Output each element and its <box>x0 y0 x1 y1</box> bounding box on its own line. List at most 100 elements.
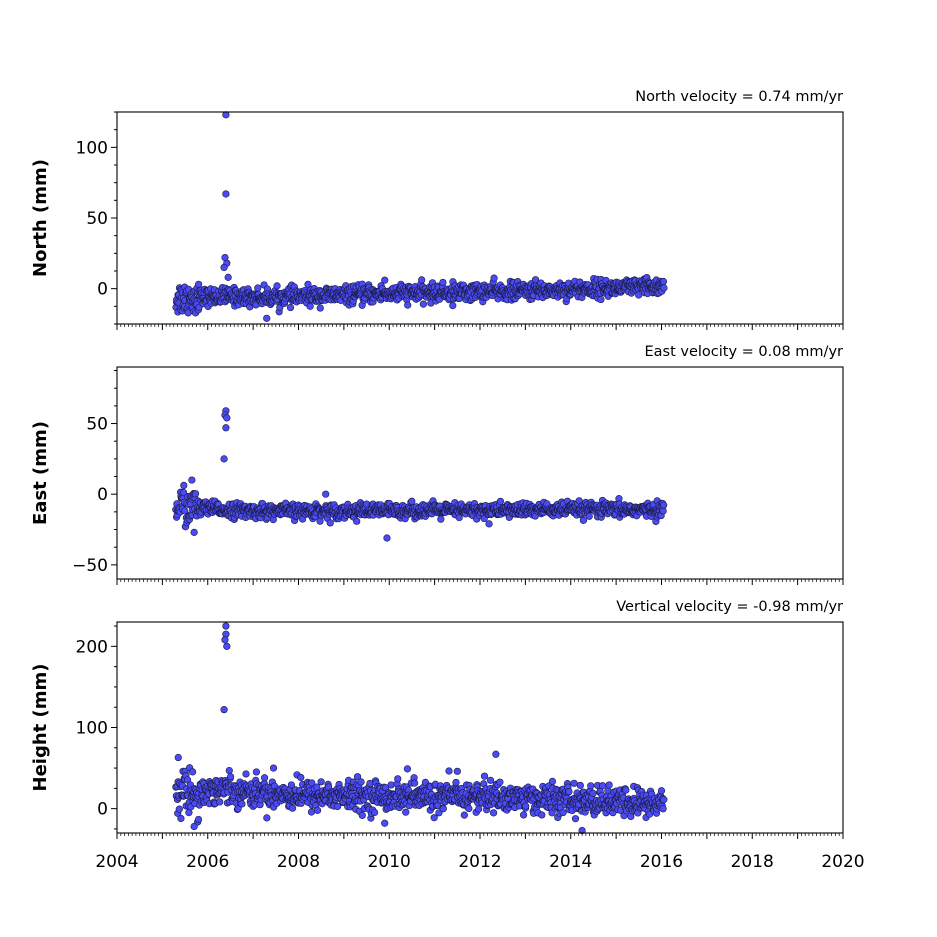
height-point <box>496 778 504 786</box>
height-outlier-point <box>492 750 500 758</box>
height-point <box>565 787 573 796</box>
east-outlier-point <box>220 455 228 463</box>
height-point <box>189 768 197 776</box>
height-point <box>589 789 597 797</box>
height-xtick-label: 2010 <box>368 852 411 872</box>
east-ylabel: East (mm) <box>30 421 51 525</box>
north-point <box>418 276 426 284</box>
height-point <box>465 804 473 813</box>
height-point <box>358 811 366 819</box>
height-xtick-label: 2004 <box>95 852 138 872</box>
height-point <box>411 779 419 787</box>
height-point <box>307 808 316 816</box>
height-outlier-point <box>403 765 412 773</box>
north-point <box>490 274 498 282</box>
north-point <box>439 278 447 287</box>
height-xtick-label: 2006 <box>186 852 229 872</box>
north-ytick-label: 100 <box>76 138 108 158</box>
north-point <box>419 300 427 308</box>
height-outlier-point <box>222 622 230 630</box>
height-ylabel: Height (mm) <box>30 664 51 792</box>
height-point <box>660 796 668 804</box>
east-outlier-point <box>383 534 391 542</box>
height-point <box>260 774 269 782</box>
east-point <box>353 517 361 525</box>
north-point <box>304 280 312 288</box>
north-ylabel: North (mm) <box>30 159 51 277</box>
height-point <box>522 802 530 810</box>
east-axes-frame <box>116 366 844 580</box>
east-outlier-point <box>222 424 230 432</box>
north-point <box>659 277 668 286</box>
north-velocity-title: North velocity = 0.74 mm/yr <box>635 89 843 105</box>
north-point <box>306 302 314 310</box>
east-point <box>181 507 189 515</box>
height-point <box>571 815 580 823</box>
east-panel: East velocity = 0.08 mm/yr East (mm) −50 0 5… <box>30 344 844 585</box>
east-point <box>408 497 416 505</box>
east-outlier-point <box>223 414 231 422</box>
height-point <box>439 805 447 813</box>
north-point <box>635 291 643 299</box>
east-outlier-point <box>322 490 330 498</box>
height-point <box>486 776 495 784</box>
north-outlier-point <box>263 314 271 322</box>
north-outlier-point <box>449 302 457 310</box>
height-point <box>297 773 305 782</box>
north-outlier-point <box>220 263 228 272</box>
height-outlier-point <box>221 636 229 644</box>
height-point <box>559 808 567 817</box>
height-point <box>452 778 460 787</box>
height-point <box>238 800 246 808</box>
height-point <box>194 815 203 824</box>
height-point <box>225 766 233 775</box>
east-velocity-title: East velocity = 0.08 mm/yr <box>644 344 843 360</box>
east-point <box>437 515 445 523</box>
height-point <box>175 805 183 813</box>
height-point <box>587 782 595 790</box>
east-outlier-point <box>485 520 493 528</box>
height-velocity-title: Vertical velocity = -0.98 mm/yr <box>616 599 843 615</box>
north-point <box>404 301 412 309</box>
height-xtick-label: 2020 <box>821 852 864 872</box>
east-point <box>496 497 505 505</box>
north-point <box>273 282 281 290</box>
east-points <box>172 407 668 542</box>
east-outlier-point <box>188 476 196 484</box>
height-point <box>242 770 250 778</box>
height-points <box>172 622 668 835</box>
north-ytick-label: 50 <box>86 209 108 229</box>
east-point <box>579 516 588 524</box>
east-ytick-label: 0 <box>97 485 108 505</box>
east-point <box>585 512 593 520</box>
height-point <box>177 814 185 823</box>
height-point <box>475 805 483 813</box>
height-point <box>263 814 271 822</box>
north-points <box>172 111 668 322</box>
height-point <box>387 781 395 789</box>
north-point <box>660 284 668 292</box>
height-xtick-label: 2016 <box>640 852 683 872</box>
height-point <box>605 781 613 789</box>
north-outlier-point <box>222 190 230 198</box>
height-point <box>216 798 224 806</box>
east-outlier-point <box>190 528 198 536</box>
height-point <box>313 783 321 791</box>
height-point <box>402 808 410 816</box>
height-point <box>394 775 402 783</box>
height-point <box>598 782 607 790</box>
height-ytick-label: 100 <box>76 719 108 739</box>
east-point <box>191 490 200 498</box>
north-point <box>254 284 262 292</box>
height-point <box>357 778 365 786</box>
height-point <box>313 806 322 814</box>
height-outlier-point <box>269 764 278 772</box>
height-point <box>317 778 325 786</box>
north-outlier-point <box>381 276 389 284</box>
height-point <box>370 808 379 817</box>
height-point <box>576 781 584 790</box>
height-xtick-label: 2008 <box>277 852 320 872</box>
height-point <box>489 809 498 817</box>
height-point <box>538 811 546 819</box>
